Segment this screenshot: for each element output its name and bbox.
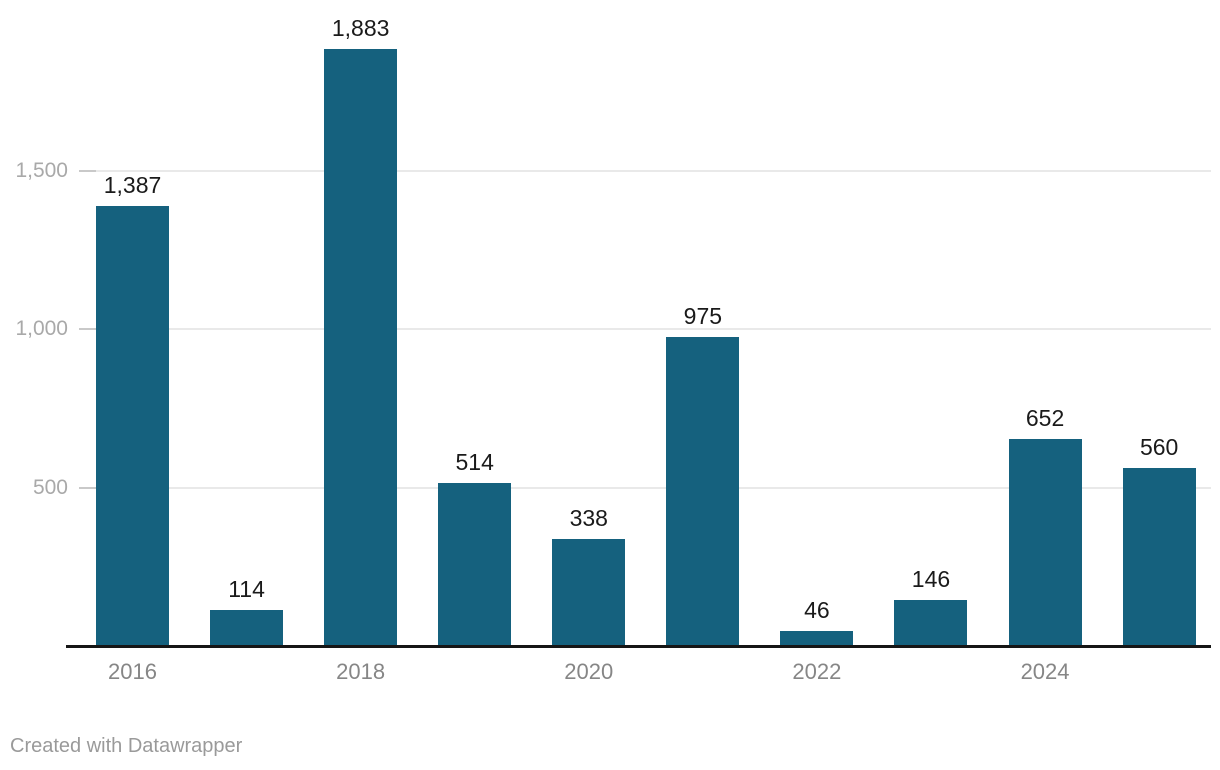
y-axis-tick-label: 1,500 [15,158,68,182]
x-axis-tick-label: 2024 [1020,659,1070,684]
gridline [79,169,1211,172]
bar [666,336,740,646]
bar [894,599,968,646]
y-axis-tick [79,328,96,330]
x-axis-tick-label: 2020 [564,659,614,684]
bar-value-label: 146 [911,565,951,592]
bar-value-label: 338 [569,504,608,531]
gridline [79,486,1211,489]
bar [552,538,626,646]
bar-value-label: 1,387 [103,172,162,199]
bar [210,609,284,646]
y-axis-tick-label: 500 [32,475,68,499]
x-axis-tick-label: 2016 [108,659,157,684]
gridline [79,328,1211,330]
attribution-link[interactable]: Created with Datawrapper [10,735,243,757]
bar-value-label: 560 [1139,434,1179,461]
bar-value-label: 652 [1025,405,1065,432]
x-axis-line [66,645,1211,648]
bar-value-label: 975 [683,302,723,329]
bar [324,49,398,646]
y-axis-tick-label: 1,000 [15,317,68,340]
bar-value-label: 114 [228,575,265,602]
bar [96,206,169,646]
bar [1008,439,1082,646]
x-axis-tick-label: 2022 [792,659,842,684]
y-axis-tick [79,169,96,172]
bar-value-label: 514 [455,449,494,476]
bar-value-label: 1,883 [331,15,390,42]
x-axis-tick-label: 2018 [336,659,386,684]
bar [780,631,854,646]
bar-value-label: 46 [804,597,830,624]
bar [1122,468,1196,646]
bar [438,483,512,646]
y-axis-tick [79,486,96,489]
